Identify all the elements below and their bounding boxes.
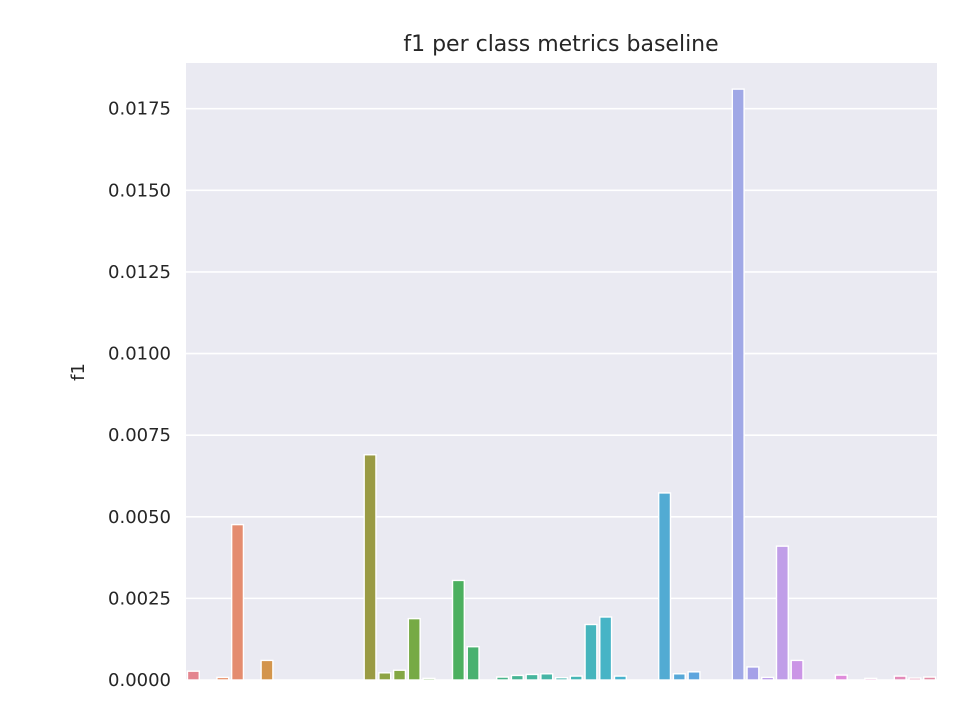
bar bbox=[923, 676, 937, 681]
y-tick-label: 0.0025 bbox=[108, 588, 171, 609]
y-gridlines bbox=[186, 107, 937, 681]
bars bbox=[186, 88, 937, 681]
bar bbox=[731, 88, 745, 681]
bar bbox=[893, 675, 907, 681]
bar bbox=[790, 659, 804, 681]
bar bbox=[599, 616, 613, 681]
y-tick-label: 0.0150 bbox=[108, 180, 171, 201]
bar bbox=[687, 671, 701, 681]
plot-background bbox=[186, 63, 937, 680]
bar bbox=[834, 674, 848, 681]
y-tick-label: 0.0000 bbox=[108, 670, 171, 691]
bar bbox=[746, 666, 760, 681]
bar bbox=[466, 646, 480, 681]
y-tick-label: 0.0075 bbox=[108, 425, 171, 446]
bar bbox=[392, 669, 407, 681]
bar bbox=[230, 523, 245, 681]
bar bbox=[540, 673, 554, 681]
bar bbox=[525, 673, 539, 681]
bar bbox=[407, 617, 421, 681]
bar bbox=[378, 672, 392, 681]
bar bbox=[761, 676, 775, 681]
bar bbox=[186, 670, 200, 681]
chart-title: f1 per class metrics baseline bbox=[403, 32, 718, 57]
bar bbox=[672, 673, 686, 681]
bar bbox=[451, 579, 466, 681]
y-axis-label: f1 bbox=[68, 363, 89, 381]
bar bbox=[584, 623, 598, 681]
bar bbox=[864, 677, 878, 681]
y-tick-label: 0.0100 bbox=[108, 344, 171, 365]
bar bbox=[422, 677, 436, 681]
bar bbox=[496, 676, 510, 681]
bar bbox=[260, 659, 274, 681]
bar bbox=[775, 545, 789, 681]
bar bbox=[510, 674, 524, 681]
y-tick-label: 0.0175 bbox=[108, 99, 171, 120]
bar bbox=[657, 492, 672, 681]
bar bbox=[363, 454, 377, 681]
y-tick-labels: 0.0000 0.0025 0.0050 0.0075 0.0100 0.0125 0.01… bbox=[108, 99, 171, 691]
bar bbox=[216, 676, 230, 681]
bar bbox=[569, 675, 583, 681]
y-tick-label: 0.0050 bbox=[108, 507, 171, 528]
bar bbox=[908, 677, 922, 681]
y-tick-label: 0.0125 bbox=[108, 262, 171, 283]
bar bbox=[613, 675, 627, 681]
bar bbox=[554, 677, 569, 681]
